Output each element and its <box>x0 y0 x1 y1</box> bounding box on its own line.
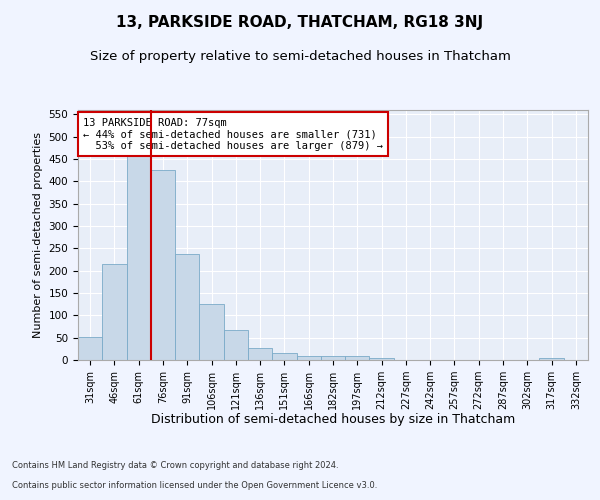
Text: 13 PARKSIDE ROAD: 77sqm
← 44% of semi-detached houses are smaller (731)
  53% of: 13 PARKSIDE ROAD: 77sqm ← 44% of semi-de… <box>83 118 383 150</box>
Text: Size of property relative to semi-detached houses in Thatcham: Size of property relative to semi-detach… <box>89 50 511 63</box>
Bar <box>199 304 224 360</box>
Bar <box>175 254 199 360</box>
Text: Contains HM Land Registry data © Crown copyright and database right 2024.: Contains HM Land Registry data © Crown c… <box>12 461 338 470</box>
Bar <box>248 348 272 360</box>
Bar <box>272 354 296 360</box>
Bar <box>539 358 564 360</box>
Text: Distribution of semi-detached houses by size in Thatcham: Distribution of semi-detached houses by … <box>151 412 515 426</box>
Text: 13, PARKSIDE ROAD, THATCHAM, RG18 3NJ: 13, PARKSIDE ROAD, THATCHAM, RG18 3NJ <box>116 15 484 30</box>
Text: Contains public sector information licensed under the Open Government Licence v3: Contains public sector information licen… <box>12 481 377 490</box>
Bar <box>151 170 175 360</box>
Y-axis label: Number of semi-detached properties: Number of semi-detached properties <box>33 132 43 338</box>
Bar <box>345 356 370 360</box>
Bar <box>78 337 102 360</box>
Bar <box>224 330 248 360</box>
Bar <box>296 356 321 360</box>
Bar <box>370 358 394 360</box>
Bar <box>127 154 151 360</box>
Bar <box>321 356 345 360</box>
Bar <box>102 264 127 360</box>
